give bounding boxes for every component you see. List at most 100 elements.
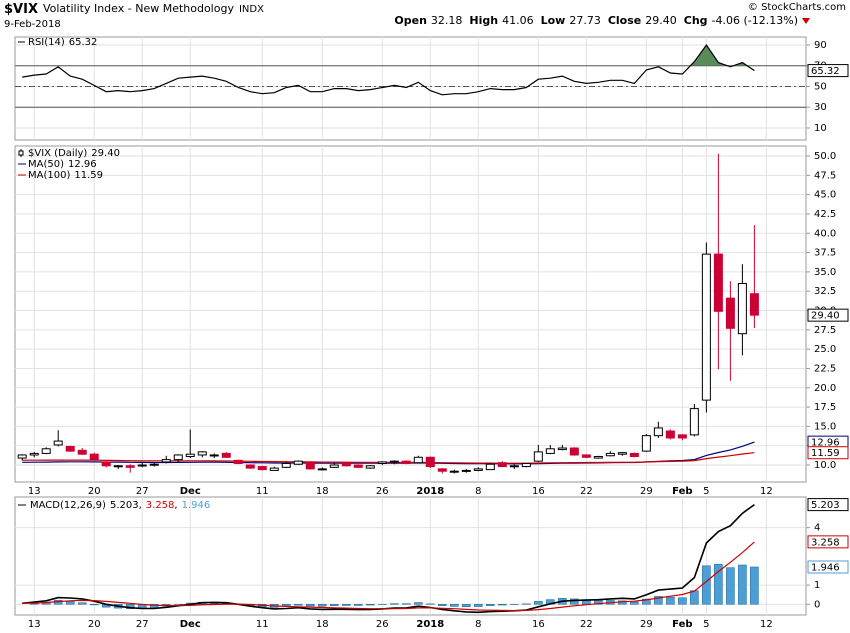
x-tick-label: 20 — [88, 486, 101, 497]
candle-body — [53, 440, 63, 446]
candle-body — [653, 427, 663, 437]
macd-line — [22, 541, 755, 612]
candle-body — [509, 465, 519, 468]
x-tick-label: 11 — [256, 486, 269, 497]
y-tick-label: 50.0 — [814, 151, 836, 162]
symbol: $VIX — [4, 2, 38, 17]
candle-body — [473, 468, 483, 471]
legend: MACD(12,26,9) 5.203, 3.258, 1.946 — [30, 500, 210, 511]
candle-body — [641, 435, 651, 452]
x-tick-label: 29 — [640, 619, 653, 630]
x-tick-label: 11 — [256, 619, 269, 630]
candle-body — [677, 434, 687, 439]
value-box — [807, 560, 849, 574]
candle-body — [353, 464, 363, 468]
panel-frame — [14, 145, 807, 483]
value-box-label: 1.946 — [811, 562, 840, 573]
quote-value: 32.18 — [431, 14, 463, 27]
candle-body — [305, 462, 315, 470]
candle-body — [173, 454, 183, 461]
rsi-line — [22, 43, 755, 96]
quote-value: -4.06 (-12.13%) — [712, 14, 798, 27]
quote-value: 27.73 — [569, 14, 601, 27]
candle-body — [437, 468, 447, 472]
candle-body — [497, 462, 507, 468]
candle-body — [77, 449, 87, 455]
quote: Open 32.18 High 41.06 Low 27.73 Close 29.40 Chg -… — [394, 14, 798, 27]
y-tick-label: 40.0 — [814, 228, 836, 239]
legend-name: MA(50) — [28, 159, 64, 170]
histogram-bar — [77, 602, 87, 605]
candle-body — [581, 454, 591, 458]
legend-value: 65.32 — [69, 37, 98, 48]
candle-body — [701, 253, 711, 401]
histogram-bar — [570, 598, 579, 605]
y-tick-label: 45.0 — [814, 190, 836, 201]
y-tick-label: 10 — [814, 123, 827, 134]
x-tick-label: Dec — [180, 486, 201, 497]
y-tick-label: 50 — [814, 81, 827, 92]
x-tick-label: 8 — [475, 486, 481, 497]
histogram-bar — [738, 564, 747, 605]
histogram-bar — [401, 603, 411, 605]
quote-label: Open — [394, 14, 427, 27]
x-tick-label: 27 — [136, 486, 149, 497]
y-tick-label: 0 — [814, 599, 820, 610]
candle-body — [689, 408, 699, 436]
x-tick-label: 29 — [640, 486, 653, 497]
histogram-bar — [534, 601, 543, 605]
y-tick-label: 47.5 — [814, 170, 836, 181]
title: $VIX Volatility Index - New Methodology IN… — [4, 2, 264, 17]
quote-label: Low — [541, 14, 566, 27]
candle-body — [341, 462, 351, 467]
candle-body — [281, 462, 291, 468]
legend-name: MA(100) — [28, 170, 70, 181]
candle-body — [533, 451, 543, 462]
candle-body — [209, 454, 219, 457]
histogram-bar — [726, 567, 735, 605]
legend: RSI(14) 65.32 — [28, 37, 97, 48]
histogram-bar — [305, 603, 315, 607]
histogram-bar — [353, 603, 363, 606]
value-box — [807, 498, 849, 512]
histogram-bar — [642, 598, 651, 605]
legend: MA(50) 12.96 — [28, 159, 97, 170]
x-tick-label: 16 — [532, 619, 545, 630]
histogram-bar — [293, 603, 303, 606]
x-tick-label: 8 — [475, 619, 481, 630]
y-tick-label: 17.5 — [814, 402, 836, 413]
x-tick-label: 5 — [703, 619, 709, 630]
y-tick-label: 1 — [814, 580, 820, 591]
candle-body — [29, 452, 39, 456]
panel-frame — [14, 496, 807, 616]
candle-body — [293, 460, 303, 465]
quote-label: High — [469, 14, 498, 27]
candle-body — [317, 468, 327, 471]
histogram-bar — [498, 603, 507, 606]
candle-body — [485, 463, 495, 471]
y-tick-label: 30 — [814, 102, 827, 113]
exchange: INDX — [239, 4, 264, 15]
name: Volatility Index - New Methodology — [43, 2, 234, 15]
date: 9-Feb-2018 — [4, 19, 61, 30]
candle-body — [413, 456, 423, 464]
candle-body — [401, 460, 411, 464]
candle-body — [365, 465, 375, 469]
x-tick-label: 26 — [376, 619, 389, 630]
y-tick-label: 90 — [814, 40, 827, 51]
value-box — [807, 535, 849, 549]
histogram-bar — [630, 601, 639, 605]
candle-body — [245, 464, 255, 469]
legend-icon — [18, 150, 24, 156]
quote-value: 29.40 — [645, 14, 677, 27]
candle-body — [545, 448, 555, 454]
quote-label: Chg — [684, 14, 708, 27]
candle-body — [17, 454, 27, 459]
value-box-label: 12.96 — [811, 438, 840, 449]
x-tick-label: 2018 — [416, 486, 444, 497]
value-box — [807, 446, 849, 460]
value-box — [807, 64, 849, 78]
candle-body — [137, 464, 147, 467]
candle-body — [257, 466, 267, 471]
